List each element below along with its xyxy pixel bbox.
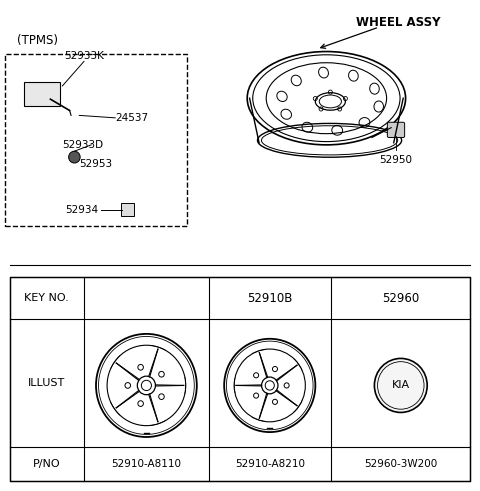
Text: 52950: 52950 (380, 155, 412, 164)
Text: 52910B: 52910B (247, 292, 293, 304)
Circle shape (374, 358, 427, 412)
FancyBboxPatch shape (24, 82, 60, 106)
Text: P/NO: P/NO (33, 459, 60, 469)
Text: ILLUST: ILLUST (28, 378, 65, 388)
Text: 52960: 52960 (382, 292, 420, 304)
Circle shape (69, 151, 80, 163)
Text: 52960-3W200: 52960-3W200 (364, 459, 437, 469)
Text: 52910-A8210: 52910-A8210 (235, 459, 305, 469)
Text: 52934: 52934 (65, 205, 98, 215)
Text: KIA: KIA (392, 381, 410, 390)
Text: (TPMS): (TPMS) (17, 34, 58, 47)
Text: KEY NO.: KEY NO. (24, 293, 69, 303)
Text: 24537: 24537 (115, 113, 148, 123)
Text: WHEEL ASSY: WHEEL ASSY (356, 16, 441, 28)
Text: 52910-A8110: 52910-A8110 (111, 459, 181, 469)
Text: 52933D: 52933D (62, 140, 104, 150)
Bar (10, 277, 470, 481)
FancyBboxPatch shape (121, 203, 134, 216)
FancyBboxPatch shape (387, 122, 405, 137)
Text: 52933K: 52933K (64, 52, 104, 61)
Text: 52953: 52953 (79, 160, 113, 169)
